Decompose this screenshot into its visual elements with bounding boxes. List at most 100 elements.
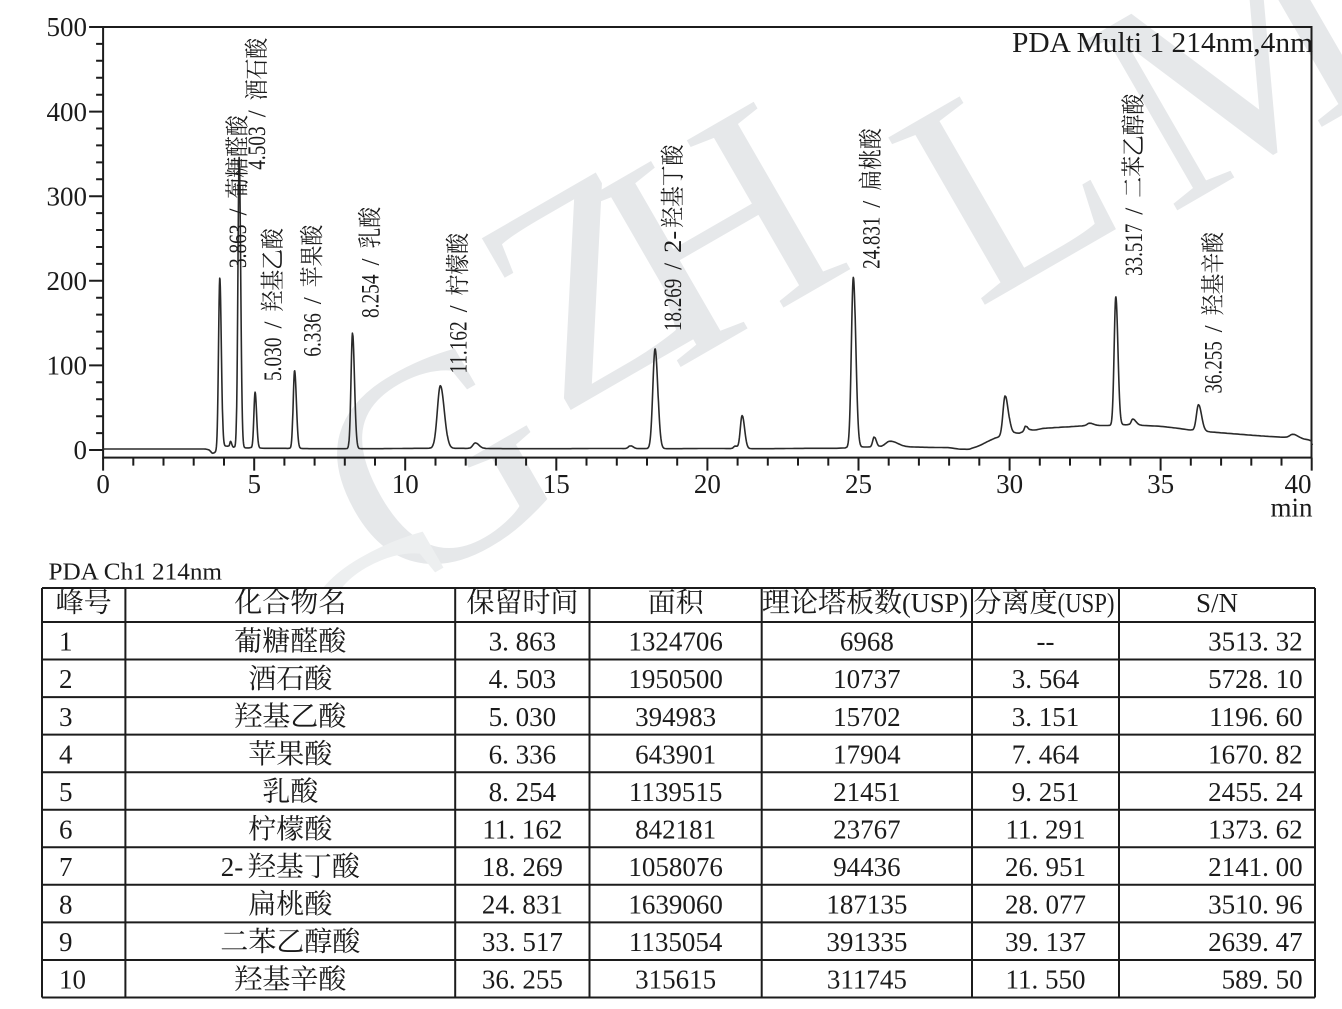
- svg-text:1058076: 1058076: [628, 852, 723, 882]
- svg-text:/: /: [1201, 325, 1228, 332]
- svg-text:2141. 00: 2141. 00: [1208, 852, 1303, 882]
- svg-text:17904: 17904: [833, 739, 901, 769]
- svg-text:4. 503: 4. 503: [489, 664, 557, 694]
- svg-text:5. 030: 5. 030: [489, 702, 557, 732]
- svg-text:6968: 6968: [840, 627, 894, 657]
- svg-text:5728. 10: 5728. 10: [1208, 664, 1303, 694]
- svg-text:4.503: 4.503: [244, 126, 271, 170]
- svg-text:33.517: 33.517: [1121, 224, 1148, 276]
- svg-text:23767: 23767: [833, 815, 901, 845]
- svg-text:500: 500: [47, 12, 88, 42]
- svg-text:9. 251: 9. 251: [1012, 777, 1080, 807]
- svg-text:315615: 315615: [635, 965, 716, 995]
- svg-text:5: 5: [59, 777, 73, 807]
- svg-text:1139515: 1139515: [629, 777, 723, 807]
- svg-text:300: 300: [47, 181, 88, 211]
- svg-text:2639. 47: 2639. 47: [1208, 927, 1303, 957]
- svg-text:2455. 24: 2455. 24: [1208, 777, 1303, 807]
- svg-text:2: 2: [59, 664, 73, 694]
- svg-text:7: 7: [59, 852, 73, 882]
- svg-text:391335: 391335: [826, 927, 907, 957]
- svg-text:/: /: [358, 259, 385, 266]
- svg-text:7. 464: 7. 464: [1012, 739, 1080, 769]
- svg-text:1: 1: [59, 627, 73, 657]
- svg-text:24. 831: 24. 831: [482, 890, 563, 920]
- svg-text:94436: 94436: [833, 852, 901, 882]
- svg-text:2-: 2-: [221, 852, 244, 882]
- svg-text:1373. 62: 1373. 62: [1208, 815, 1303, 845]
- svg-text:5.030: 5.030: [260, 338, 287, 382]
- svg-text:3. 151: 3. 151: [1012, 702, 1080, 732]
- svg-text:4: 4: [59, 739, 73, 769]
- svg-text:PDA Multi 1 214nm,4nm: PDA Multi 1 214nm,4nm: [1012, 28, 1313, 59]
- svg-text:400: 400: [47, 97, 88, 127]
- svg-text:1670. 82: 1670. 82: [1208, 739, 1303, 769]
- svg-text:11. 550: 11. 550: [1006, 965, 1086, 995]
- svg-text:26. 951: 26. 951: [1005, 852, 1086, 882]
- svg-text:18. 269: 18. 269: [482, 852, 563, 882]
- svg-text:1639060: 1639060: [628, 890, 723, 920]
- svg-text:10737: 10737: [833, 664, 901, 694]
- svg-text:18.269: 18.269: [660, 279, 687, 331]
- svg-text:30: 30: [996, 469, 1023, 499]
- svg-text:/: /: [660, 263, 687, 270]
- svg-text:3513. 32: 3513. 32: [1208, 627, 1303, 657]
- svg-text:11.162: 11.162: [445, 321, 472, 373]
- svg-text:35: 35: [1147, 469, 1174, 499]
- svg-text:/: /: [244, 110, 271, 117]
- svg-text:187135: 187135: [826, 890, 907, 920]
- svg-text:(USP): (USP): [902, 588, 968, 618]
- svg-text:PDA Ch1 214nm: PDA Ch1 214nm: [49, 560, 223, 586]
- svg-text:15702: 15702: [833, 702, 901, 732]
- svg-text:643901: 643901: [635, 739, 716, 769]
- svg-text:3.863: 3.863: [225, 225, 252, 269]
- svg-text:0: 0: [96, 469, 110, 499]
- svg-text:36.255: 36.255: [1201, 341, 1228, 393]
- svg-text:6. 336: 6. 336: [489, 739, 557, 769]
- svg-text:2-: 2-: [660, 231, 687, 253]
- svg-text:100: 100: [47, 351, 88, 381]
- svg-text:--: --: [1037, 627, 1055, 657]
- svg-text:6: 6: [59, 815, 73, 845]
- svg-text:3510. 96: 3510. 96: [1208, 890, 1303, 920]
- svg-text:3. 863: 3. 863: [489, 627, 557, 657]
- svg-text:20: 20: [694, 469, 721, 499]
- svg-text:40: 40: [1285, 469, 1312, 499]
- svg-text:15: 15: [543, 469, 570, 499]
- svg-text:/: /: [225, 209, 252, 216]
- svg-text:39. 137: 39. 137: [1005, 927, 1086, 957]
- svg-text:3. 564: 3. 564: [1012, 664, 1080, 694]
- svg-text:S/N: S/N: [1196, 588, 1238, 618]
- svg-text:min: min: [1270, 493, 1313, 523]
- svg-text:8: 8: [59, 890, 73, 920]
- svg-text:10: 10: [59, 965, 86, 995]
- svg-text:1135054: 1135054: [629, 927, 723, 957]
- svg-text:25: 25: [845, 469, 872, 499]
- svg-text:24.831: 24.831: [858, 217, 885, 269]
- svg-text:10: 10: [392, 469, 419, 499]
- svg-text:589. 50: 589. 50: [1222, 965, 1303, 995]
- svg-text:33. 517: 33. 517: [482, 927, 563, 957]
- svg-text:1950500: 1950500: [628, 664, 723, 694]
- svg-text:/: /: [858, 201, 885, 208]
- svg-text:28. 077: 28. 077: [1005, 890, 1086, 920]
- svg-text:21451: 21451: [833, 777, 901, 807]
- svg-text:(USP): (USP): [1058, 588, 1115, 618]
- svg-text:1196. 60: 1196. 60: [1209, 702, 1303, 732]
- svg-text:394983: 394983: [635, 702, 716, 732]
- svg-text:200: 200: [47, 266, 88, 296]
- svg-text:11. 162: 11. 162: [482, 815, 562, 845]
- svg-text:/: /: [260, 322, 287, 329]
- svg-text:842181: 842181: [635, 815, 716, 845]
- svg-text:9: 9: [59, 927, 73, 957]
- svg-text:/: /: [1121, 208, 1148, 215]
- svg-text:8. 254: 8. 254: [489, 777, 557, 807]
- svg-text:3: 3: [59, 702, 73, 732]
- svg-text:6.336: 6.336: [300, 313, 327, 357]
- svg-text:5: 5: [247, 469, 261, 499]
- svg-text:8.254: 8.254: [358, 274, 385, 318]
- svg-text:311745: 311745: [827, 965, 907, 995]
- svg-text:11. 291: 11. 291: [1006, 815, 1086, 845]
- svg-text:36. 255: 36. 255: [482, 965, 563, 995]
- svg-text:/: /: [300, 297, 327, 304]
